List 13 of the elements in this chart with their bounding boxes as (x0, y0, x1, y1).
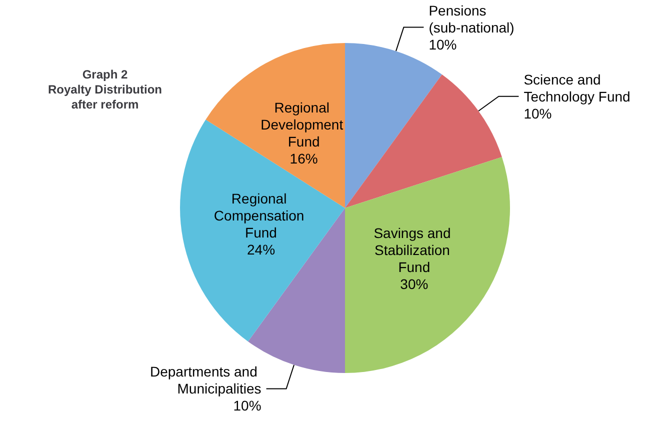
slice-label: Savings and Stabilization Fund (374, 224, 455, 275)
data-label: 30% (400, 276, 428, 292)
data-label: 10% (428, 36, 457, 52)
slice-label: Pensions (sub-national) (428, 2, 514, 36)
data-label: 10% (233, 398, 262, 414)
slice-label: Regional Development Fund (260, 100, 348, 150)
data-label: 24% (247, 242, 276, 258)
data-label: 16% (290, 150, 318, 167)
slice-label: Science and Technology Fund (524, 71, 630, 104)
slice-label: Departments and Municipalities (150, 364, 262, 397)
data-label: 10% (524, 105, 552, 122)
text: Graph 2 Royalty Distribution after reform (48, 68, 162, 112)
slice-label: Regional Compensation Fund (214, 190, 308, 241)
